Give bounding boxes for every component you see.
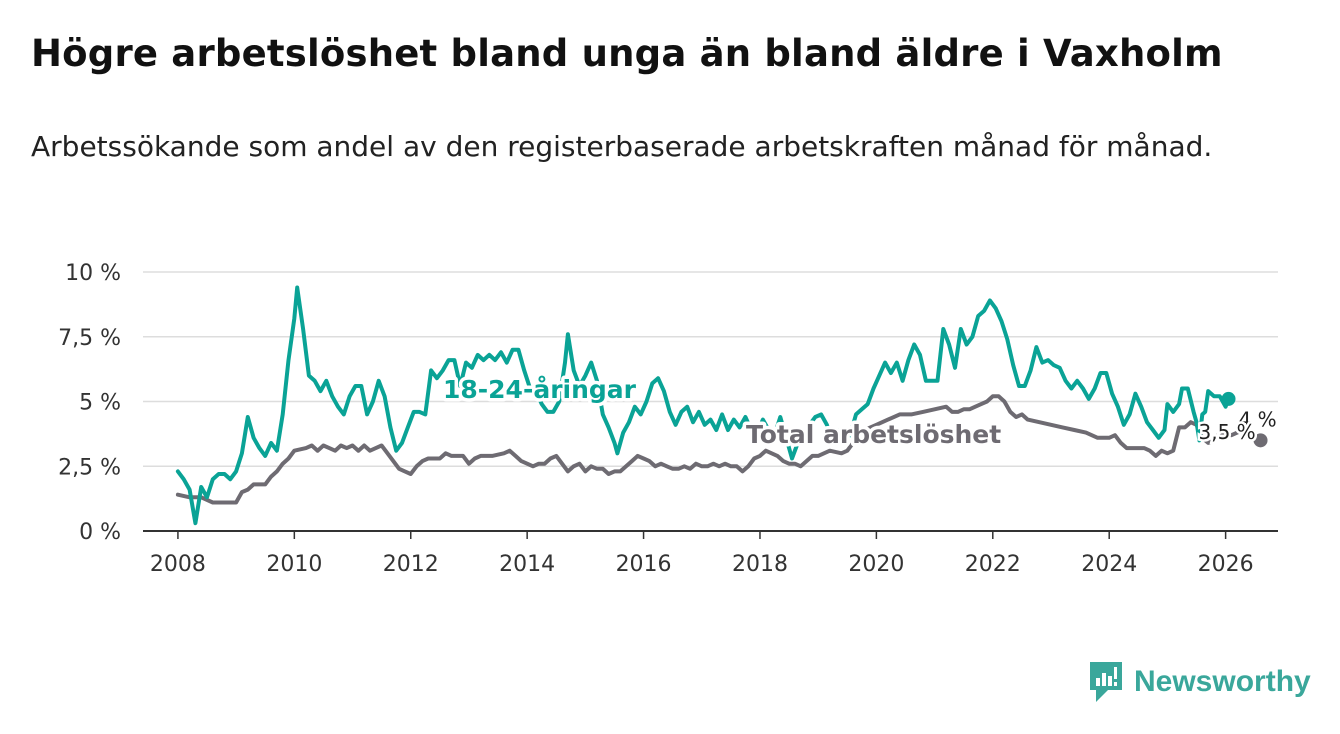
series-line-young	[175, 285, 1231, 526]
chart-title: Högre arbetslöshet bland unga än bland ä…	[31, 32, 1223, 75]
end-marker-young	[1221, 391, 1236, 406]
y-tick-label: 0 %	[79, 520, 121, 545]
end-marker-total	[1253, 433, 1268, 448]
newsworthy-logo-icon	[1090, 662, 1122, 702]
gridlines	[143, 271, 1278, 532]
x-tick-label: 2018	[732, 552, 788, 577]
x-tick-label: 2022	[965, 552, 1021, 577]
brand-name: Newsworthy	[1134, 665, 1311, 698]
x-tick-label: 2016	[616, 552, 672, 577]
x-tick-label: 2024	[1081, 552, 1137, 577]
series-lines	[175, 285, 1263, 526]
newsworthy-brand[interactable]: Newsworthy	[1088, 660, 1311, 704]
y-tick-label: 10 %	[65, 261, 121, 286]
series-label-young: 18-24-åringar	[443, 375, 637, 404]
series-line-total	[175, 394, 1263, 505]
y-tick-label: 2,5 %	[58, 455, 121, 480]
x-tick-label: 2012	[383, 552, 439, 577]
x-tick-label: 2026	[1198, 552, 1254, 577]
end-label-young: 3,5 %	[1199, 420, 1256, 444]
x-axis-ticks: 2008 2010 2012 2014 2016 2018 2020 2022 2024 2026	[150, 531, 1254, 577]
series-labels: 18-24-åringar Total arbetslöshet 4 %3,5 %	[440, 372, 1280, 453]
x-tick-label: 2008	[150, 552, 206, 577]
end-label-total: 4 %	[1239, 407, 1277, 431]
x-tick-label: 2010	[266, 552, 322, 577]
y-tick-label: 7,5 %	[58, 326, 121, 351]
x-tick-label: 2014	[499, 552, 555, 577]
series-label-total: Total arbetslöshet	[746, 420, 1001, 449]
x-tick-label: 2020	[848, 552, 904, 577]
y-axis-ticks: 0 % 2,5 % 5 % 7,5 % 10 %	[58, 261, 121, 545]
y-tick-label: 5 %	[79, 391, 121, 416]
chart-subtitle: Arbetssökande som andel av den registerb…	[31, 130, 1213, 163]
